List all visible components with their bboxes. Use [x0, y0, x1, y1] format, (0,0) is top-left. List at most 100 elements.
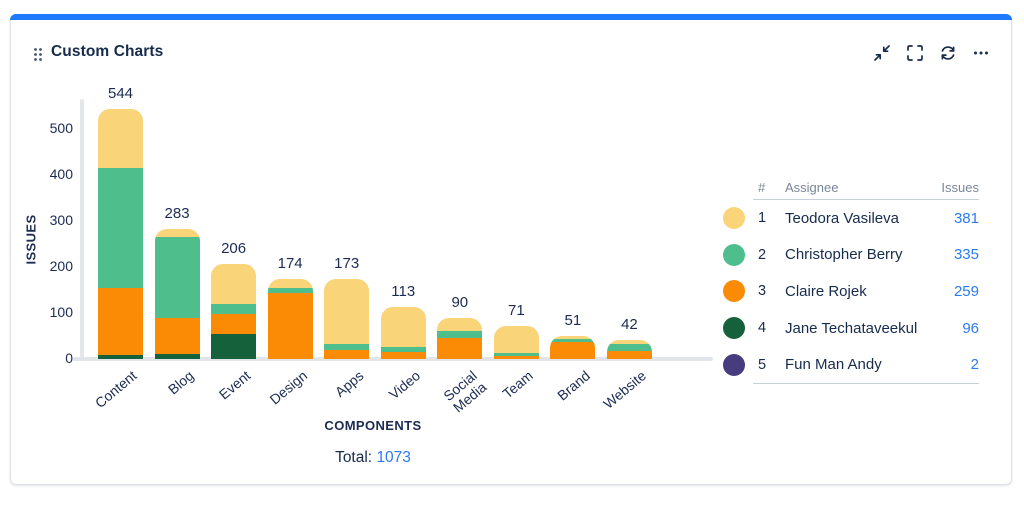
bar-segment-website[interactable]	[606, 343, 652, 352]
legend-issues-link[interactable]: 96	[962, 319, 979, 337]
bar-team[interactable]	[493, 326, 539, 359]
bar-segment-content[interactable]	[98, 355, 143, 359]
bar-segment-blog[interactable]	[154, 318, 200, 355]
gadget-actions	[872, 43, 991, 63]
bar-segment-apps[interactable]	[324, 343, 370, 350]
legend-assignee-name: Fun Man Andy	[785, 356, 882, 374]
legend-divider-bottom	[753, 382, 979, 384]
bar-segment-blog[interactable]	[154, 237, 200, 319]
bar-social-media[interactable]	[437, 317, 483, 359]
bar-segment-apps[interactable]	[324, 279, 370, 344]
drag-dots	[34, 48, 42, 61]
fullscreen-icon[interactable]	[905, 43, 925, 63]
bar-segment-website[interactable]	[606, 351, 652, 359]
legend-header-issues: Issues	[941, 179, 979, 195]
bar-segment-brand[interactable]	[550, 342, 596, 359]
legend-row-1: 1 Teodora Vasileva 381	[723, 200, 979, 237]
legend-assignee-name: Jane Techataveekul	[785, 319, 918, 337]
legend-assignee-name: Christopher Berry	[785, 246, 903, 264]
stacked-bar-chart: ISSUES 0 100 200 300 400 500 544 Content 283 Blog…	[11, 15, 731, 486]
bar-segment-team[interactable]	[493, 355, 539, 359]
bar-value-website: 42	[621, 315, 638, 333]
bar-video[interactable]	[380, 307, 426, 359]
bar-segment-event[interactable]	[211, 313, 257, 335]
bar-segment-brand[interactable]	[550, 339, 596, 343]
x-tick-content: Content	[92, 367, 141, 412]
bar-brand[interactable]	[550, 335, 596, 359]
bar-segment-social-media[interactable]	[437, 317, 483, 331]
bar-segment-social-media[interactable]	[437, 337, 483, 359]
bar-segment-blog[interactable]	[154, 354, 200, 359]
refresh-icon[interactable]	[938, 43, 958, 63]
assignee-legend-table: # Assignee Issues 1 Teodora Vasileva 381 2 C…	[723, 175, 979, 384]
legend-rank: 2	[758, 246, 767, 263]
y-tick-0: 0	[65, 350, 73, 366]
x-tick-team: Team	[499, 367, 536, 402]
bar-segment-event[interactable]	[211, 264, 257, 305]
bar-content[interactable]	[98, 108, 143, 359]
legend-assignee-name: Teodora Vasileva	[785, 209, 899, 227]
legend-header-assignee: Assignee	[785, 179, 839, 195]
bar-segment-brand[interactable]	[550, 335, 596, 340]
legend-header-row: # Assignee Issues	[723, 175, 979, 199]
legend-rank: 5	[758, 356, 767, 373]
bar-website[interactable]	[606, 339, 652, 359]
legend-color-swatch	[723, 353, 745, 376]
bar-segment-design[interactable]	[267, 293, 313, 359]
total-value-link[interactable]: 1073	[376, 449, 411, 466]
legend-rank: 3	[758, 283, 767, 300]
gadget-accent-bar	[10, 14, 1012, 20]
x-tick-brand: Brand	[553, 367, 593, 404]
bar-value-brand: 51	[564, 311, 582, 329]
drag-handle-icon[interactable]	[33, 47, 43, 62]
bar-segment-design[interactable]	[267, 278, 313, 289]
bar-segment-content[interactable]	[98, 168, 143, 289]
bar-segment-apps[interactable]	[324, 349, 370, 359]
legend-assignee-name: Claire Rojek	[785, 282, 867, 300]
legend-color-swatch	[723, 207, 745, 230]
collapse-icon[interactable]	[872, 43, 892, 63]
x-tick-video: Video	[385, 367, 423, 403]
total-label: Total:	[335, 449, 373, 466]
bar-blog[interactable]	[154, 228, 200, 359]
bar-value-design: 174	[277, 254, 303, 272]
bar-event[interactable]	[211, 264, 257, 359]
legend-row-3: 3 Claire Rojek 259	[723, 273, 979, 310]
legend-issues-link[interactable]: 2	[970, 356, 979, 374]
chart-total: Total: 1073	[223, 449, 523, 467]
legend-color-swatch	[723, 317, 745, 340]
bar-design[interactable]	[267, 278, 313, 359]
y-tick-300: 300	[49, 212, 73, 228]
bar-segment-event[interactable]	[211, 334, 257, 359]
bar-segment-video[interactable]	[380, 347, 426, 353]
legend-issues-link[interactable]: 335	[953, 246, 979, 264]
legend-issues-link[interactable]: 381	[953, 209, 979, 227]
bar-segment-website[interactable]	[606, 339, 652, 344]
x-tick-apps: Apps	[331, 367, 367, 401]
bar-segment-team[interactable]	[493, 326, 539, 353]
legend-rank: 1	[758, 210, 767, 227]
bar-segment-event[interactable]	[211, 304, 257, 314]
custom-charts-gadget: Custom Charts	[10, 14, 1012, 485]
bar-value-event: 206	[221, 240, 247, 258]
bar-value-apps: 173	[334, 255, 360, 273]
more-icon[interactable]	[971, 43, 991, 63]
bar-apps[interactable]	[324, 279, 370, 359]
x-tick-event: Event	[215, 367, 254, 403]
legend-header-rank: #	[758, 179, 766, 195]
bar-value-team: 71	[508, 302, 525, 320]
y-tick-500: 500	[49, 120, 73, 136]
bar-segment-video[interactable]	[380, 307, 426, 348]
bar-segment-content[interactable]	[98, 288, 143, 356]
bar-segment-team[interactable]	[493, 353, 539, 356]
bar-segment-video[interactable]	[380, 352, 426, 359]
legend-row-4: 4 Jane Techataveekul 96	[723, 310, 979, 347]
legend-issues-link[interactable]: 259	[953, 282, 979, 300]
bar-segment-social-media[interactable]	[437, 330, 483, 338]
bar-segment-content[interactable]	[98, 108, 143, 169]
bar-segment-design[interactable]	[267, 288, 313, 294]
x-tick-website: Website	[600, 367, 650, 412]
legend-rank: 4	[758, 320, 767, 337]
bar-segment-blog[interactable]	[154, 228, 200, 238]
y-tick-400: 400	[49, 166, 73, 182]
